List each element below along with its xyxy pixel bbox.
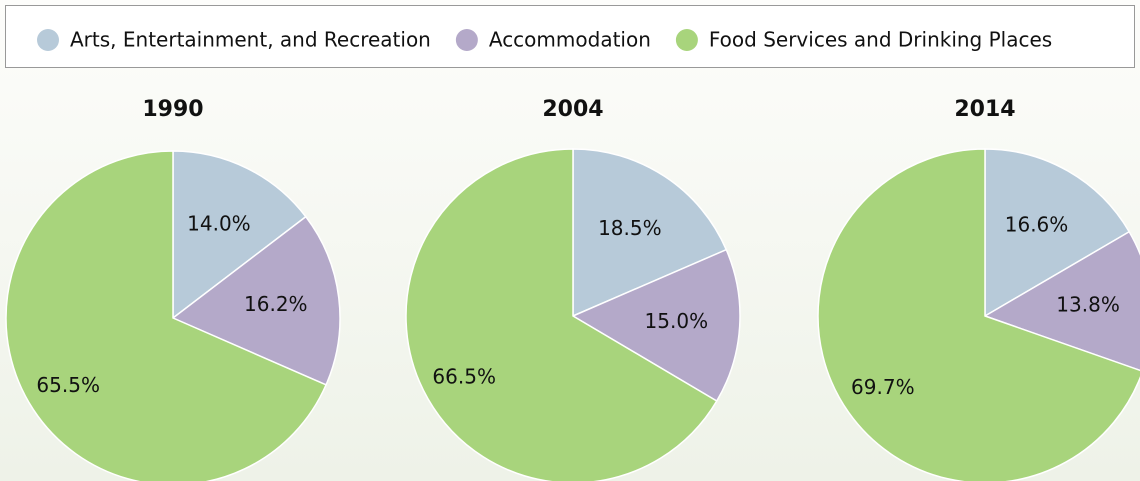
- legend-marker: [37, 29, 59, 51]
- pie-slice: [984, 148, 1131, 318]
- legend-marker: [455, 29, 478, 51]
- data-label: 18.5%: [598, 216, 662, 240]
- legend-label: Food Services and Drinking Places: [709, 28, 1052, 52]
- legend-label: Arts, Entertainment, and Recreation: [70, 28, 431, 52]
- legend-marker: [675, 29, 698, 51]
- legend-box: [5, 5, 1135, 68]
- legend-label: Accommodation: [489, 28, 651, 52]
- pie-slice: [817, 148, 1140, 481]
- data-label: 14.0%: [187, 212, 251, 236]
- chart-title: 2004: [542, 97, 603, 122]
- chart-title: 1990: [142, 97, 203, 122]
- data-label: 15.0%: [645, 309, 709, 333]
- chart-title: 2014: [954, 97, 1015, 122]
- pie-slice: [983, 230, 1140, 372]
- data-label: 16.2%: [244, 292, 308, 316]
- data-label: 13.8%: [1056, 293, 1120, 317]
- pie-slice: [171, 215, 341, 386]
- pie-slice: [572, 148, 728, 318]
- pie-slice: [405, 148, 718, 481]
- data-label: 65.5%: [36, 373, 100, 397]
- pie-slice: [571, 248, 741, 403]
- pie-slice: [172, 150, 307, 320]
- data-label: 69.7%: [851, 375, 915, 399]
- data-label: 16.6%: [1005, 213, 1069, 237]
- pie-slice: [5, 150, 328, 481]
- data-label: 66.5%: [432, 365, 496, 389]
